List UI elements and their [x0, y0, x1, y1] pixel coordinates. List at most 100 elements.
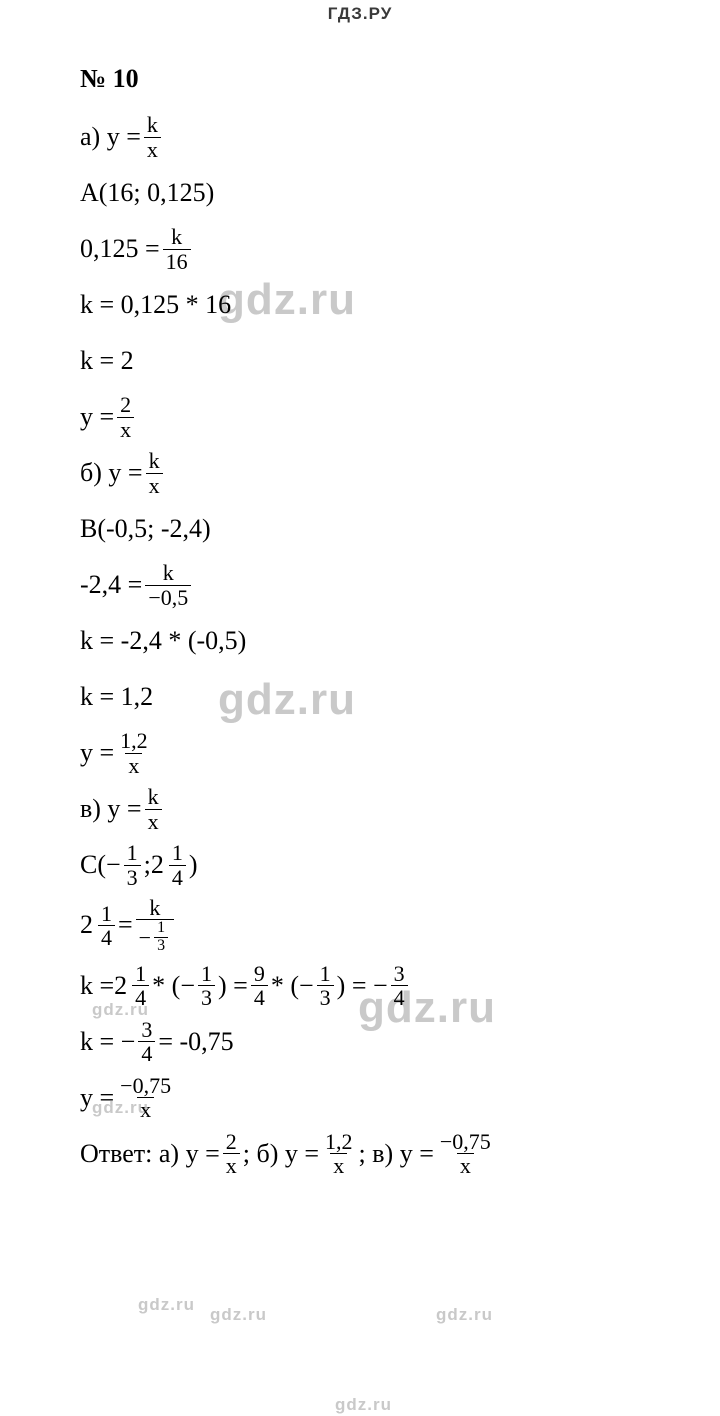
- text: ; б) y =: [243, 1141, 319, 1167]
- denominator: x: [223, 1153, 240, 1177]
- watermark-text: gdz.ru: [335, 1395, 392, 1415]
- line-c-sub: 2 1 4 = k − 1 3: [80, 896, 680, 955]
- fraction: 1,2 x: [322, 1130, 356, 1177]
- numerator: 1: [124, 841, 141, 864]
- numerator: 3: [138, 1018, 155, 1041]
- fraction: 1 3: [154, 920, 168, 955]
- text: * (−: [271, 973, 314, 999]
- text: 0,125 =: [80, 236, 160, 262]
- fraction: −0,75 x: [437, 1130, 494, 1177]
- mixed-fraction: 2 1 4: [80, 902, 118, 949]
- numerator: 1,2: [322, 1130, 356, 1153]
- denominator: 3: [124, 865, 141, 889]
- denominator: 4: [251, 985, 268, 1009]
- numerator: 1: [169, 841, 186, 864]
- fraction: 1,2 x: [117, 729, 151, 776]
- text: * (−: [152, 973, 195, 999]
- fraction: 1 3: [198, 962, 215, 1009]
- fraction: k x: [144, 113, 161, 160]
- denominator: 4: [169, 865, 186, 889]
- mixed-fraction: 2 1 4: [151, 841, 189, 888]
- numerator: 1: [98, 902, 115, 925]
- whole: 2: [114, 973, 127, 999]
- numerator: 1,2: [117, 729, 151, 752]
- denominator: 4: [98, 925, 115, 949]
- text: ) =: [218, 973, 248, 999]
- fraction: 1 4: [169, 841, 186, 888]
- line-a-eq: а) y = k x: [80, 112, 680, 162]
- text: = -0,75: [158, 1029, 233, 1055]
- line-c-eq: в) y = k x: [80, 784, 680, 834]
- line-answer: Ответ: а) y = 2 x ; б) y = 1,2 x ; в) y …: [80, 1129, 680, 1179]
- mixed-fraction: 2 1 4: [114, 962, 152, 1009]
- fraction: k 16: [163, 225, 191, 272]
- denominator: 3: [198, 985, 215, 1009]
- numerator: 2: [223, 1130, 240, 1153]
- line-c-k: k = − 3 4 = -0,75: [80, 1017, 680, 1067]
- line-b-sub: -2,4 = k −0,5: [80, 560, 680, 610]
- text: ): [189, 852, 198, 878]
- line-b-mul: k = -2,4 * (-0,5): [80, 616, 680, 666]
- denominator: 4: [391, 985, 408, 1009]
- text: ; в) y =: [359, 1141, 434, 1167]
- numerator: 9: [251, 962, 268, 985]
- denominator: x: [137, 1097, 154, 1121]
- watermark-text: gdz.ru: [436, 1305, 493, 1325]
- fraction: 1 3: [317, 962, 334, 1009]
- numerator: k: [168, 225, 185, 248]
- text: C(−: [80, 852, 121, 878]
- denominator: x: [125, 753, 142, 777]
- line-a-k: k = 2: [80, 336, 680, 386]
- line-b-k: k = 1,2: [80, 672, 680, 722]
- fraction: 3 4: [391, 962, 408, 1009]
- fraction: 9 4: [251, 962, 268, 1009]
- text: -2,4 =: [80, 572, 142, 598]
- line-b-point: B(-0,5; -2,4): [80, 504, 680, 554]
- text: а) y =: [80, 124, 141, 150]
- fraction: k − 1 3: [136, 896, 174, 955]
- whole: 2: [151, 852, 164, 878]
- denominator: 3: [154, 937, 168, 955]
- page: ГДЗ.РУ gdz.rugdz.rugdz.rugdz.rugdz.rugdz…: [0, 0, 720, 1416]
- denominator: −0,5: [145, 585, 191, 609]
- denominator: x: [330, 1153, 347, 1177]
- sign: −: [139, 926, 151, 949]
- numerator: −0,75: [437, 1130, 494, 1153]
- fraction: 3 4: [138, 1018, 155, 1065]
- line-b-eq: б) y = k x: [80, 448, 680, 498]
- fraction: 1 4: [132, 962, 149, 1009]
- text: k = −: [80, 1029, 135, 1055]
- denominator: 3: [317, 985, 334, 1009]
- numerator: 1: [317, 962, 334, 985]
- fraction: k x: [145, 785, 162, 832]
- watermark-text: gdz.ru: [138, 1295, 195, 1315]
- watermark-text: gdz.ru: [210, 1305, 267, 1325]
- numerator: −0,75: [117, 1074, 174, 1097]
- fraction: k −0,5: [145, 561, 191, 608]
- text: в) y =: [80, 796, 142, 822]
- solution-content: № 10 а) y = k x A(16; 0,125) 0,125 = k 1…: [80, 64, 680, 1179]
- text: y =: [80, 1085, 114, 1111]
- fraction: 1 4: [98, 902, 115, 949]
- problem-number: № 10: [80, 64, 680, 94]
- numerator: k: [145, 785, 162, 808]
- text: k =: [80, 973, 114, 999]
- denominator: 4: [132, 985, 149, 1009]
- numerator: k: [160, 561, 177, 584]
- numerator: k: [146, 449, 163, 472]
- denominator: x: [145, 809, 162, 833]
- text: б) y =: [80, 460, 143, 486]
- denominator: 4: [138, 1041, 155, 1065]
- denominator: x: [457, 1153, 474, 1177]
- line-b-ans: y = 1,2 x: [80, 728, 680, 778]
- line-a-sub: 0,125 = k 16: [80, 224, 680, 274]
- numerator: 1: [132, 962, 149, 985]
- numerator: 1: [154, 920, 168, 937]
- whole: 2: [80, 912, 93, 938]
- line-c-ans: y = −0,75 x: [80, 1073, 680, 1123]
- denominator: x: [117, 417, 134, 441]
- site-header: ГДЗ.РУ: [0, 4, 720, 24]
- denominator: − 1 3: [136, 919, 174, 955]
- numerator: 3: [391, 962, 408, 985]
- line-c-mul: k = 2 1 4 * (− 1 3 ) = 9 4 * (− 1: [80, 961, 680, 1011]
